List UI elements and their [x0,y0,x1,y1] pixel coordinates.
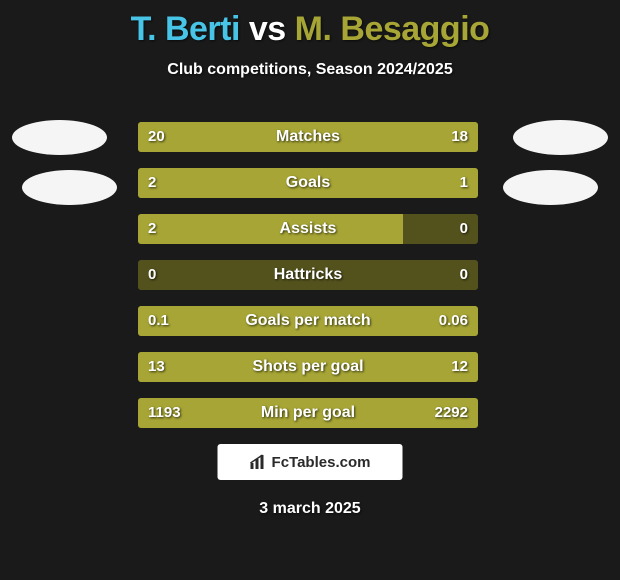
source-badge: FcTables.com [218,444,403,480]
stat-row: 20Assists [138,214,478,244]
stat-row: 0.10.06Goals per match [138,306,478,336]
footer-date: 3 march 2025 [0,500,620,518]
comparison-title: T. Berti vs M. Besaggio [0,0,620,49]
player2-avatar-shadow [503,170,598,205]
player1-name: T. Berti [131,10,240,48]
subtitle: Club competitions, Season 2024/2025 [0,61,620,79]
player2-name: M. Besaggio [295,10,490,48]
stat-row: 11932292Min per goal [138,398,478,428]
vs-label: vs [249,10,286,48]
source-text: FcTables.com [272,454,371,471]
stat-label: Hattricks [138,260,478,290]
stat-label: Goals per match [138,306,478,336]
stat-row: 21Goals [138,168,478,198]
stat-label: Shots per goal [138,352,478,382]
stat-label: Min per goal [138,398,478,428]
chart-icon [250,454,268,470]
stat-label: Assists [138,214,478,244]
stat-label: Matches [138,122,478,152]
stat-row: 00Hattricks [138,260,478,290]
player2-avatar [513,120,608,155]
player1-avatar-shadow [22,170,117,205]
comparison-chart: 2018Matches 21Goals 20Assists 00Hattricks 0.… [138,122,478,444]
stat-row: 2018Matches [138,122,478,152]
stat-label: Goals [138,168,478,198]
player1-avatar [12,120,107,155]
stat-row: 1312Shots per goal [138,352,478,382]
